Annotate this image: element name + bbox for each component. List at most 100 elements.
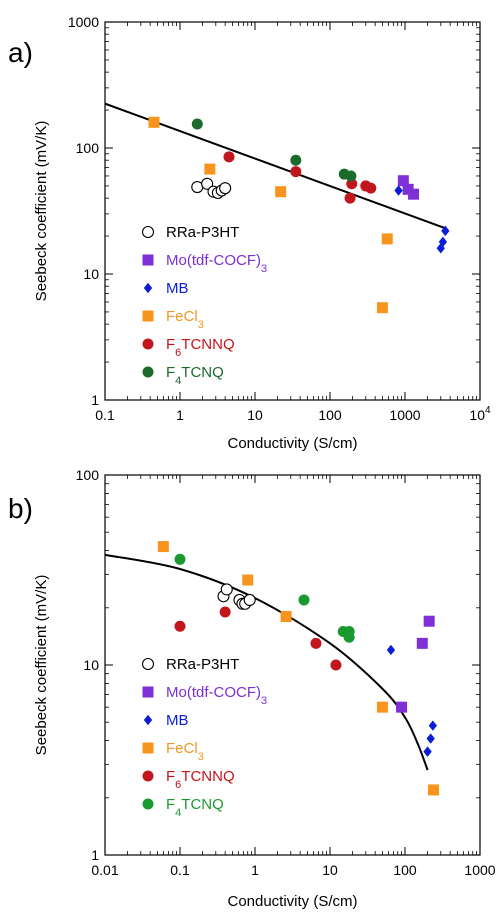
legend: RRa-P3HTMo(tdf-COCF)3MBFeCl3F6TCNNQF4TCN… [141,656,267,819]
data-point [423,746,432,757]
series-rra-p3ht [191,177,232,199]
x-tick-label-sup: 4 [485,405,491,416]
legend-label-part-0: F [166,336,175,353]
legend-label: RRa-P3HT [166,656,239,673]
x-tick-label: 104 [469,405,491,423]
legend-label-part-2: TCNNQ [181,768,234,785]
legend-label-part-2: 3 [261,695,267,707]
legend-label-part-0: F [166,768,175,785]
data-point [310,637,322,649]
data-point [345,170,357,182]
legend-label: F4TCNQ [166,796,224,819]
legend-marker [142,254,154,266]
y-tick-label: 100 [76,467,100,483]
x-tick-label-main: 100 [318,407,342,423]
panel-a: a)0.1 1 10 100 1000 1041101001000Conductivity… [8,14,491,452]
legend-marker [142,770,154,782]
legend-label: MB [166,712,189,729]
legend-label: F4TCNQ [166,364,224,387]
data-point [219,182,232,195]
data-point [191,118,203,130]
x-axis-title: Conductivity (S/cm) [227,893,357,910]
legend-label-part-0: RRa-P3HT [166,656,239,673]
legend-label-part-0: Mo(tdf-COCF [166,684,256,701]
legend-label: FeCl3 [166,740,204,763]
x-tick-label-main: 10 [322,862,338,878]
legend-marker [142,798,154,810]
data-point [201,177,214,190]
legend-label: FeCl3 [166,308,204,331]
legend-label-part-0: FeCl [166,308,198,325]
x-tick-label: 1000 [389,407,420,423]
fit-line [104,553,429,771]
legend-marker [142,366,154,378]
data-point [243,593,256,606]
legend-label-part-0: F [166,796,175,813]
legend-label: Mo(tdf-COCF)3 [166,684,267,707]
y-axis-title: Seebeck coefficient (mV/K) [33,121,50,302]
legend-label-part-2: TCNQ [181,364,224,381]
y-tick-label: 100 [76,140,100,156]
data-point [223,151,235,163]
data-point [396,701,408,713]
legend-label-part-0: RRa-P3HT [166,224,239,241]
legend-label-part-2: TCNNQ [181,336,234,353]
series-mb [386,644,438,757]
series-mo-tdf-cocf3-3 [397,175,420,200]
y-tick-label: 1000 [68,14,99,30]
data-point [219,606,231,618]
legend-marker [141,657,155,671]
legend-label-part-1: 3 [198,319,204,331]
data-point [280,610,292,622]
legend-label-part-0: MB [166,712,189,729]
data-point [242,574,254,586]
data-point [174,553,186,565]
legend-marker [142,742,154,754]
x-tick-label: 1 [176,407,184,423]
panel-label: b) [8,493,33,524]
plot-frame [104,21,481,401]
series-mo-tdf-cocf3-3 [396,615,435,713]
x-tick-label-main: 0.01 [91,862,118,878]
data-point [441,225,450,237]
y-tick-label: 10 [83,657,99,673]
data-point [148,116,160,128]
legend-label-part-1: 6 [175,779,181,791]
legend-label-part-1: 6 [175,347,181,359]
legend-marker [142,338,154,350]
x-tick-label: 0.1 [95,407,115,423]
data-point [376,701,388,713]
legend-label-part-0: FeCl [166,740,198,757]
data-point [386,644,396,656]
legend-label: Mo(tdf-COCF)3 [166,252,267,275]
legend-marker [141,225,155,239]
legend-label-part-2: 3 [261,263,267,275]
x-tick-label-main: 100 [393,862,417,878]
series-fecl3 [148,116,393,314]
x-tick-label-main: 1000 [389,407,420,423]
data-point [428,784,440,796]
y-tick-label: 10 [83,266,99,282]
data-point [343,626,355,638]
series-f4tcnq [191,118,357,182]
data-point [397,175,409,187]
data-point [408,188,420,200]
series-f4tcnq [174,553,355,643]
data-point [330,659,342,671]
x-tick-label-main: 0.1 [95,407,115,423]
data-point [290,166,302,178]
legend-marker [143,282,153,294]
data-point [381,233,393,245]
x-tick-label-main: 10 [469,407,485,423]
data-point [416,637,428,649]
data-point [394,185,403,196]
legend: RRa-P3HTMo(tdf-COCF)3MBFeCl3F6TCNNQF4TCN… [141,224,267,387]
legend-marker [143,714,153,726]
legend-label-part-0: MB [166,280,189,297]
plot-frame [104,474,481,856]
x-tick-label: 100 [393,862,417,878]
legend-label-part-1: 3 [198,751,204,763]
data-point [220,583,233,596]
